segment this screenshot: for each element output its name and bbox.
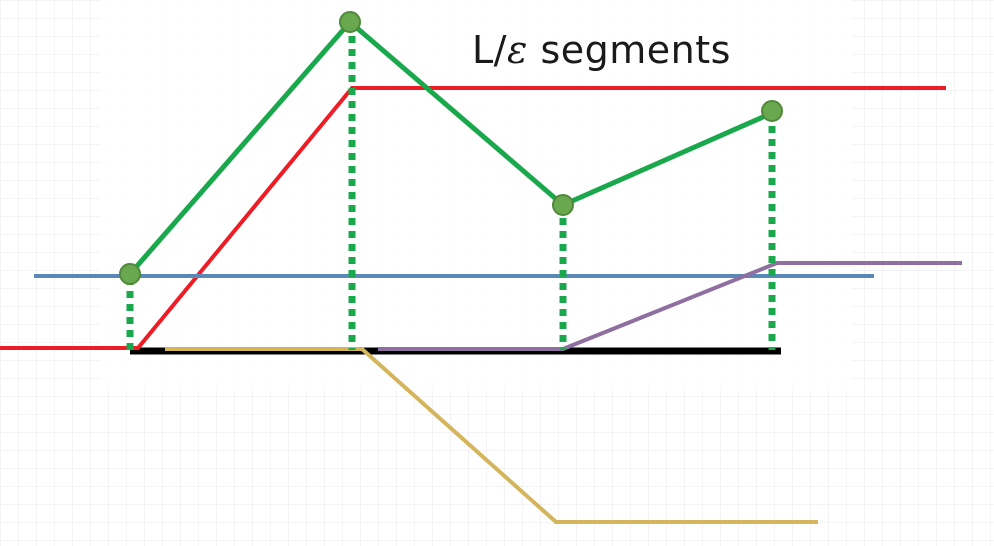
gold-basis-line — [165, 347, 818, 524]
node-2 — [339, 11, 361, 33]
node-1 — [119, 263, 141, 285]
green-piecewise-function — [128, 19, 774, 276]
segments-label-suffix: segments — [527, 28, 731, 72]
segments-label: L/ε segments — [472, 28, 731, 72]
purple-basis-line — [378, 261, 962, 351]
node-3 — [552, 194, 574, 216]
white-panel-top — [100, 0, 852, 390]
segments-label-prefix: L/ — [472, 28, 507, 72]
node-4 — [761, 100, 783, 122]
epsilon-symbol: ε — [506, 28, 528, 72]
red-basis-line — [0, 86, 946, 350]
